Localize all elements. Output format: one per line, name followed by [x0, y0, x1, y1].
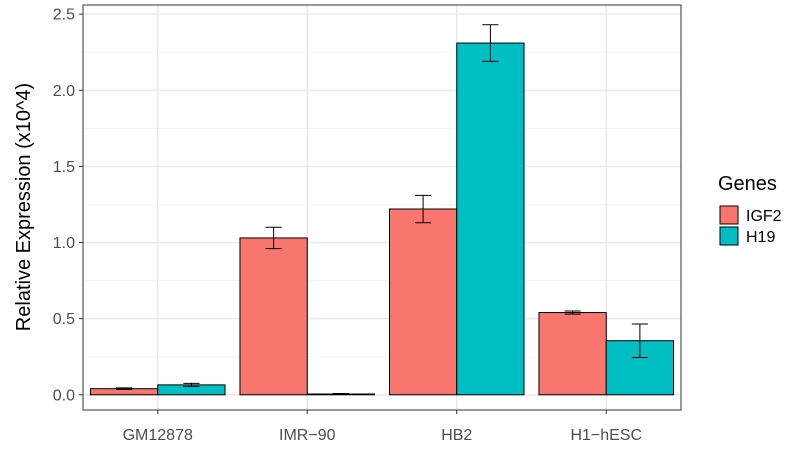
- y-tick-label: 2.5: [53, 7, 75, 24]
- bar: [388, 208, 458, 396]
- bar: [239, 237, 308, 396]
- x-tick-label: H1−hESC: [570, 427, 642, 444]
- y-tick-label: 0.5: [53, 311, 75, 328]
- bar: [538, 312, 607, 396]
- legend-title: Genes: [718, 173, 777, 195]
- legend-key: [719, 226, 739, 246]
- x-tick-label: GM12878: [123, 427, 193, 444]
- legend-label: H19: [746, 229, 775, 246]
- legend-label: IGF2: [746, 208, 782, 225]
- y-tick-label: 0.0: [53, 387, 75, 404]
- bar-layer: [89, 42, 675, 396]
- y-axis-title: Relative Expression (x10^4): [13, 83, 35, 331]
- y-tick-label: 1.5: [53, 159, 75, 176]
- legend-items: IGF2 H19: [719, 205, 782, 246]
- y-tick-label: 1.0: [53, 235, 75, 252]
- legend: Genes IGF2 H19: [718, 173, 782, 246]
- plot-panel-border: [82, 4, 682, 411]
- x-tick-label: HB2: [441, 427, 472, 444]
- x-tick-label: IMR−90: [279, 427, 336, 444]
- y-axis: 0.0 0.5 1.0 1.5 2.0 2.5: [53, 7, 83, 404]
- bar: [456, 42, 525, 396]
- x-axis: GM12878 IMR−90 HB2 H1−hESC: [123, 410, 642, 444]
- error-bar-layer: [116, 24, 648, 395]
- y-tick-label: 2.0: [53, 83, 75, 100]
- legend-key: [719, 205, 739, 225]
